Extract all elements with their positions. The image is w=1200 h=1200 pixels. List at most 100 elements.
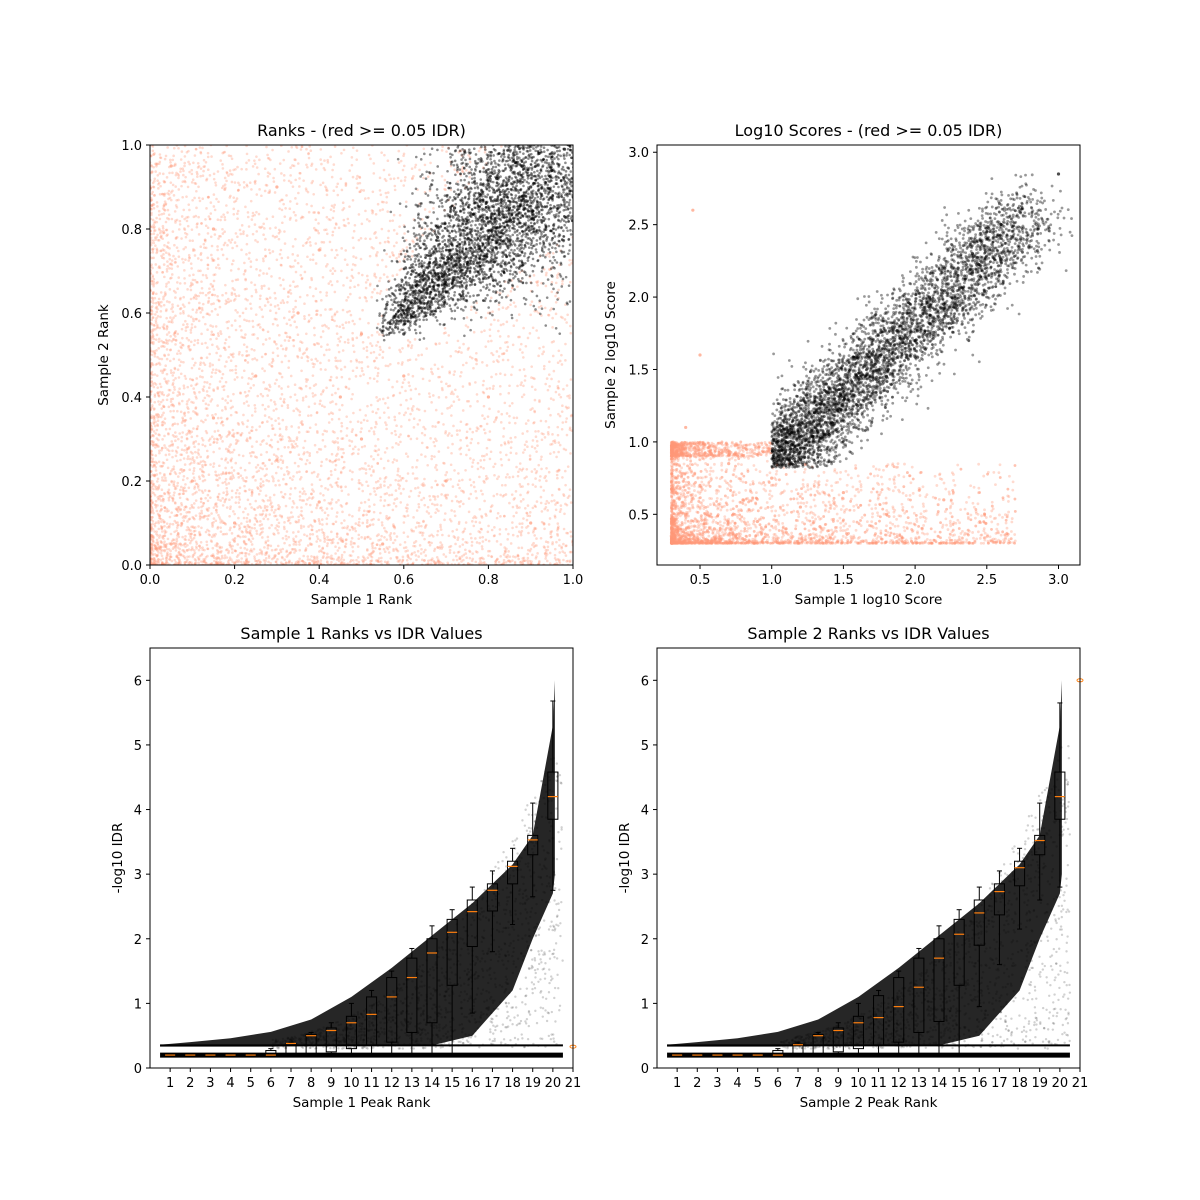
fail-point	[297, 520, 300, 524]
fail-point	[411, 374, 415, 378]
fail-point	[504, 483, 507, 487]
fail-point	[521, 432, 525, 435]
fail-point	[282, 301, 286, 305]
fail-point	[286, 385, 290, 388]
fail-point	[170, 480, 173, 484]
fail-point	[295, 444, 299, 448]
fail-point	[261, 480, 265, 483]
fail-point	[360, 536, 363, 539]
fail-point	[300, 509, 303, 513]
fail-point	[218, 267, 221, 270]
fail-point	[236, 439, 240, 443]
fail-point	[511, 559, 514, 562]
fail-point	[171, 424, 174, 427]
fail-point	[165, 176, 169, 179]
fail-point	[154, 170, 157, 173]
fail-point	[402, 521, 406, 524]
fail-point	[189, 328, 193, 332]
fail-point	[350, 268, 354, 272]
fail-point	[187, 259, 191, 262]
fail-point	[312, 226, 316, 230]
fail-point	[153, 373, 157, 376]
fail-point	[175, 435, 178, 438]
fail-point	[396, 467, 400, 471]
fail-point	[544, 419, 548, 423]
fail-point	[494, 416, 498, 420]
fail-point	[154, 420, 157, 424]
fail-point	[354, 375, 358, 378]
fail-point	[504, 527, 508, 531]
fail-point	[153, 194, 156, 197]
fail-point	[556, 522, 560, 525]
fail-point	[256, 394, 260, 398]
fail-point	[199, 455, 203, 459]
fail-point	[222, 491, 225, 495]
fail-point	[237, 524, 241, 527]
fail-point	[159, 400, 163, 404]
fail-point	[206, 263, 210, 267]
fail-point	[311, 532, 315, 536]
fail-point	[233, 181, 237, 184]
fail-point	[292, 265, 295, 268]
fail-point	[306, 555, 310, 558]
fail-point	[382, 504, 386, 508]
fail-point	[315, 506, 318, 510]
fail-point	[533, 446, 537, 450]
fail-point	[462, 342, 465, 346]
fail-point	[346, 217, 350, 221]
fail-point	[314, 242, 318, 245]
fail-point	[383, 499, 387, 502]
fail-point	[374, 546, 377, 550]
fail-point	[374, 493, 378, 496]
fail-point	[502, 553, 506, 556]
fail-point	[268, 526, 271, 530]
fail-point	[224, 380, 228, 384]
fail-point	[274, 226, 277, 229]
fail-point	[176, 484, 179, 488]
fail-point	[306, 359, 310, 363]
fail-point	[288, 336, 292, 339]
fail-point	[228, 169, 232, 172]
fail-point	[185, 528, 189, 532]
fail-point	[367, 498, 371, 502]
fail-point	[186, 400, 189, 403]
fail-point	[297, 540, 301, 544]
fail-point	[355, 366, 359, 370]
fail-point	[504, 341, 507, 344]
fail-point	[395, 424, 398, 428]
fail-point	[556, 274, 559, 277]
fail-point	[253, 555, 256, 558]
fail-point	[433, 503, 437, 507]
fail-point	[293, 446, 296, 449]
fail-point	[169, 555, 173, 559]
fail-point	[268, 513, 272, 516]
fail-point	[444, 495, 448, 499]
fail-point	[253, 508, 257, 511]
fail-point	[398, 268, 402, 272]
fail-point	[410, 529, 414, 533]
fail-point	[177, 358, 181, 362]
fail-point	[187, 562, 190, 565]
fail-point	[558, 538, 561, 542]
fail-point	[369, 282, 372, 286]
fail-point	[188, 517, 192, 521]
fail-point	[236, 212, 239, 216]
fail-point	[164, 453, 168, 457]
fail-point	[480, 514, 483, 518]
fail-point	[350, 440, 354, 443]
fail-point	[509, 436, 513, 440]
fail-point	[430, 457, 433, 461]
fail-point	[156, 559, 160, 563]
fail-point	[488, 438, 492, 442]
fail-point	[192, 469, 196, 473]
fail-point	[284, 354, 287, 358]
fail-point	[212, 388, 215, 391]
fail-point	[437, 396, 441, 399]
fail-point	[221, 504, 225, 507]
fail-point	[547, 407, 551, 411]
fail-point	[407, 381, 411, 384]
fail-point	[472, 480, 476, 484]
fail-point	[258, 562, 262, 565]
fail-point	[372, 377, 376, 381]
fail-point	[170, 263, 174, 267]
